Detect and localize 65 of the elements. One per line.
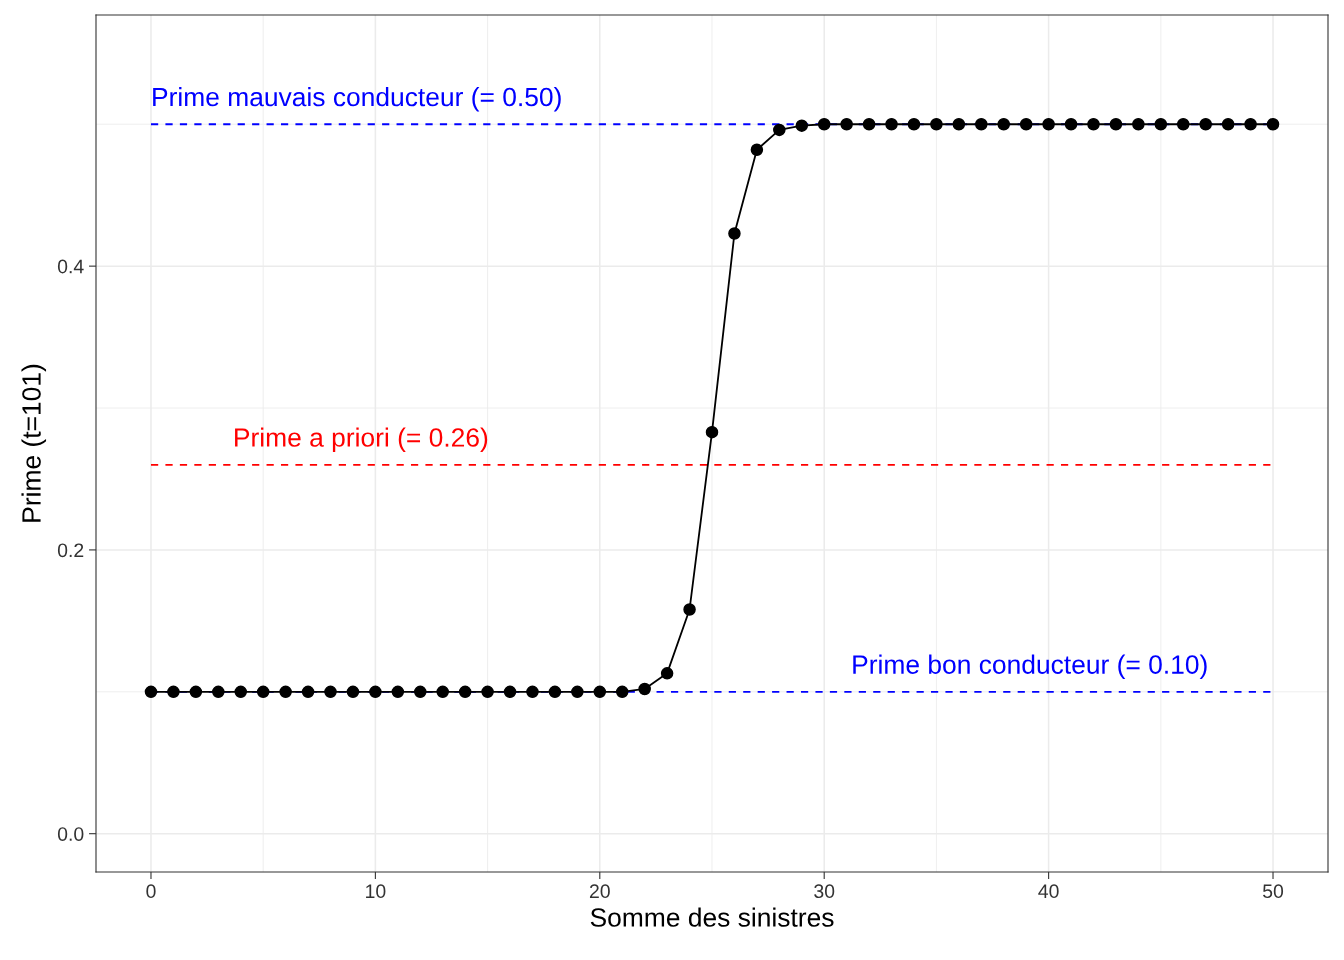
x-tick-label: 10 bbox=[366, 884, 386, 899]
x-tick-label: 40 bbox=[1038, 884, 1059, 899]
ref-line-label: Prime bon conducteur (= 0.10) bbox=[853, 654, 1207, 680]
point bbox=[526, 685, 539, 699]
point bbox=[593, 685, 607, 699]
point bbox=[548, 685, 562, 699]
point bbox=[279, 685, 292, 699]
point bbox=[750, 143, 764, 157]
point bbox=[907, 118, 921, 131]
point bbox=[1064, 118, 1078, 131]
point bbox=[436, 685, 449, 699]
point bbox=[660, 667, 674, 680]
point bbox=[615, 685, 629, 699]
x-tick-label: 20 bbox=[589, 884, 610, 899]
point bbox=[189, 685, 203, 699]
point bbox=[144, 685, 158, 699]
point bbox=[391, 685, 405, 699]
point bbox=[571, 685, 584, 699]
point bbox=[503, 685, 517, 699]
point bbox=[1177, 118, 1190, 131]
point bbox=[930, 118, 943, 131]
ref-line-label: Prime mauvais conducteur (= 0.50) bbox=[153, 86, 561, 112]
point bbox=[458, 685, 472, 699]
point bbox=[773, 123, 786, 137]
point bbox=[683, 603, 696, 616]
point bbox=[414, 685, 427, 699]
point bbox=[324, 685, 337, 699]
point bbox=[1266, 118, 1280, 131]
point bbox=[212, 685, 225, 699]
point bbox=[369, 685, 382, 699]
point bbox=[795, 119, 809, 132]
point bbox=[862, 118, 876, 131]
point bbox=[1109, 118, 1123, 131]
point bbox=[952, 118, 966, 131]
point bbox=[1154, 118, 1168, 131]
point bbox=[1244, 118, 1257, 131]
point bbox=[167, 685, 180, 699]
point bbox=[1087, 118, 1100, 131]
point bbox=[885, 118, 898, 131]
y-tick-label: 0.0 bbox=[57, 827, 84, 841]
point bbox=[840, 118, 853, 131]
point bbox=[1221, 118, 1235, 131]
point bbox=[1042, 118, 1055, 131]
point bbox=[301, 685, 315, 699]
x-axis-title: Somme des sinistres bbox=[590, 907, 834, 927]
x-tick-label: 50 bbox=[1262, 884, 1284, 899]
point bbox=[346, 685, 360, 699]
y-tick-label: 0.4 bbox=[57, 259, 84, 274]
x-tick-label: 0 bbox=[146, 884, 156, 899]
point bbox=[975, 118, 988, 131]
point bbox=[1199, 118, 1212, 131]
point bbox=[1132, 118, 1145, 131]
point bbox=[705, 425, 719, 439]
ref-line-label: Prime a priori (= 0.26) bbox=[235, 427, 488, 453]
x-tick-label: 30 bbox=[814, 884, 835, 899]
point bbox=[481, 685, 494, 699]
point bbox=[1019, 118, 1033, 131]
point bbox=[638, 682, 651, 696]
point bbox=[256, 685, 270, 699]
point bbox=[817, 118, 831, 131]
point bbox=[728, 227, 741, 240]
point bbox=[234, 685, 247, 699]
y-axis-title: Prime (t=101) bbox=[21, 364, 47, 522]
point bbox=[997, 118, 1010, 131]
y-tick-label: 0.2 bbox=[57, 543, 84, 558]
